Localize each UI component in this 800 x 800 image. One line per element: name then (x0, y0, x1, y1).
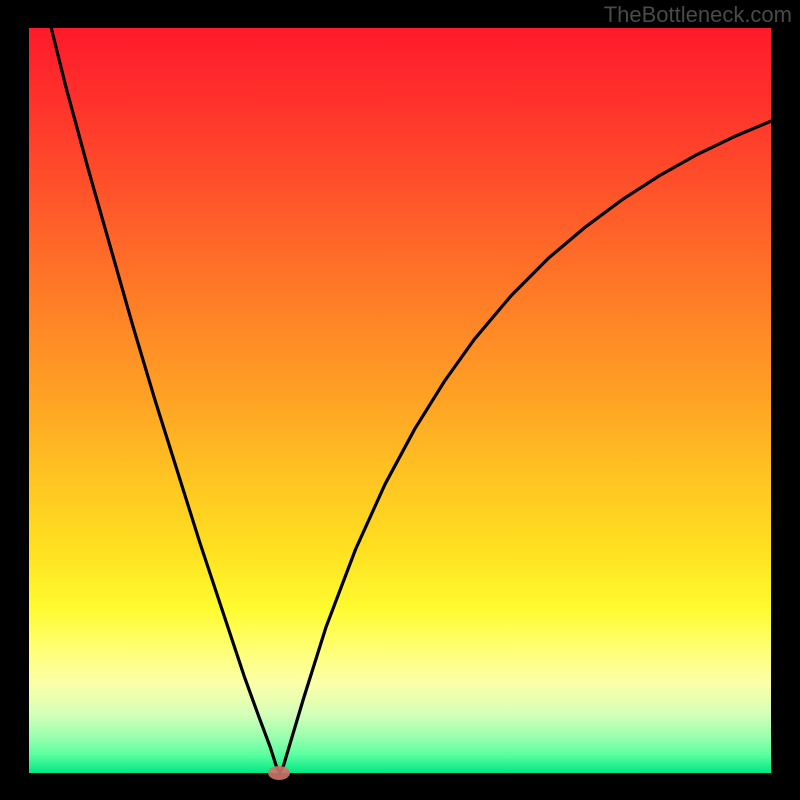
minimum-marker (268, 766, 290, 780)
plot-background (29, 28, 771, 773)
watermark-text: TheBottleneck.com (604, 2, 792, 28)
chart-container: TheBottleneck.com (0, 0, 800, 800)
bottleneck-chart (0, 0, 800, 800)
